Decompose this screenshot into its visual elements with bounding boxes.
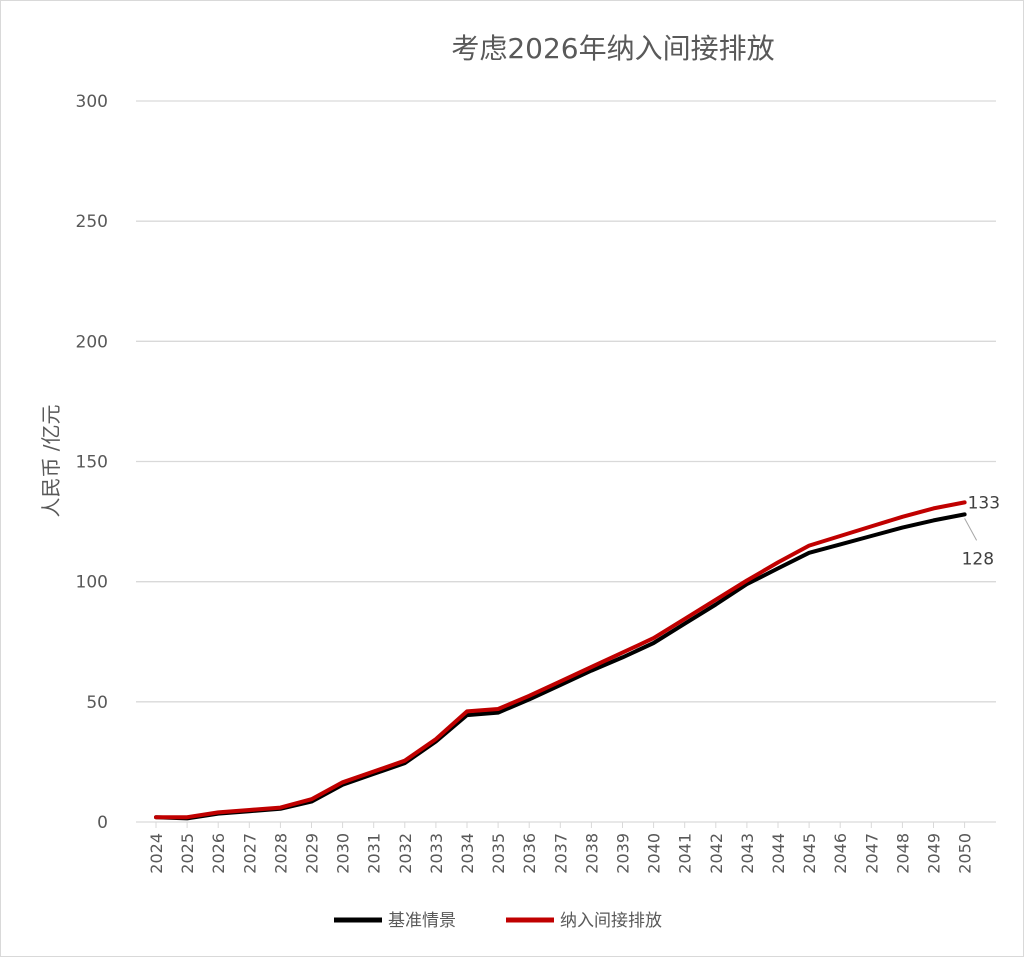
x-tick-label: 2027	[240, 833, 259, 874]
y-tick-label: 100	[76, 573, 108, 593]
x-tick-label: 2030	[334, 833, 353, 874]
x-tick-label: 2047	[862, 833, 881, 874]
gridlines	[136, 100, 996, 823]
x-tick-label: 2044	[769, 833, 788, 874]
y-axis-label: 人民币 /亿元	[39, 404, 63, 517]
x-tick-label: 2032	[396, 833, 415, 874]
y-tick-label: 0	[97, 813, 108, 833]
x-tick-label: 2025	[178, 833, 197, 874]
x-tick-label: 2040	[645, 833, 664, 874]
x-tick-label: 2036	[520, 833, 539, 874]
x-tick-label: 2041	[676, 833, 695, 874]
x-tick-label: 2043	[738, 833, 757, 874]
x-tick-label: 2028	[271, 833, 290, 874]
y-axis-ticks: 0 50 100 150 200 250 300	[76, 92, 108, 833]
legend: 基准情景 纳入间接排放	[334, 911, 662, 931]
y-tick-label: 200	[76, 332, 108, 352]
x-tick-label: 2039	[614, 833, 633, 874]
x-tick-label: 2050	[956, 833, 975, 874]
x-tick-label: 2046	[831, 833, 850, 874]
x-tick-label: 2049	[925, 833, 944, 874]
x-tick-label: 2026	[209, 833, 228, 874]
data-labels: 133 128	[962, 493, 1000, 569]
y-tick-label: 150	[76, 453, 108, 473]
x-tick-label: 2031	[365, 833, 384, 874]
x-tick-label: 2045	[800, 833, 819, 874]
legend-label: 基准情景	[388, 911, 456, 931]
legend-label: 纳入间接排放	[560, 911, 662, 931]
x-tick-label: 2029	[303, 833, 322, 874]
x-tick-label: 2034	[458, 833, 477, 874]
series-lines	[154, 500, 967, 821]
x-tick-label: 2035	[489, 833, 508, 874]
y-tick-label: 300	[76, 92, 108, 112]
x-tick-label: 2048	[893, 833, 912, 874]
legend-item-baseline: 基准情景	[334, 911, 456, 931]
series-line-indirect	[154, 500, 967, 820]
x-tick-label: 2033	[427, 833, 446, 874]
x-tick-label: 2037	[551, 833, 570, 874]
series-line-baseline	[154, 512, 967, 821]
y-tick-label: 250	[76, 212, 108, 232]
data-label-2050-indirect: 133	[968, 493, 1000, 513]
x-tick-label: 2024	[147, 833, 166, 874]
x-tick-label: 2042	[707, 833, 726, 874]
data-label-leader	[964, 518, 978, 541]
data-label-2050-baseline: 128	[962, 549, 994, 569]
chart-title: 考虑2026年纳入间接排放	[451, 32, 774, 65]
x-tick-label: 2038	[582, 833, 601, 874]
legend-item-indirect: 纳入间接排放	[506, 911, 662, 931]
y-tick-label: 50	[86, 693, 108, 713]
x-axis-ticks: 2024 2025 2026 2027 2028 2029 2030 2031 2032 2033…	[147, 822, 975, 874]
